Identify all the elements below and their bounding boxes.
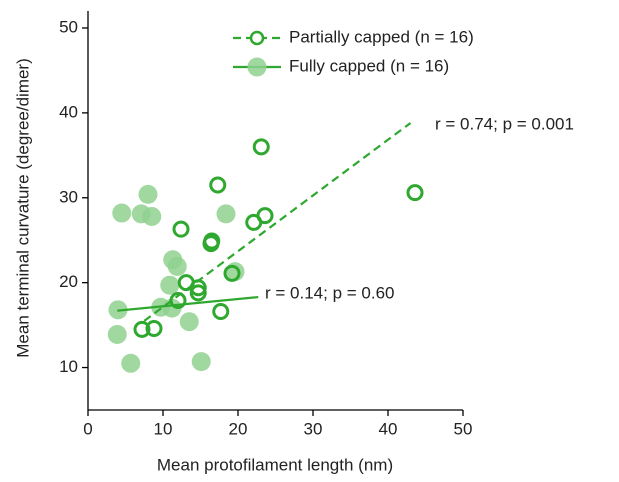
point (252, 138, 270, 156)
legend-label: Partially capped (n = 16) (289, 27, 474, 46)
fit-line (117, 295, 259, 312)
point (145, 320, 163, 338)
point (167, 257, 187, 277)
point (223, 264, 241, 282)
legend-marker (249, 30, 265, 46)
annotation: r = 0.74; p = 0.001 (435, 114, 574, 133)
annotation: r = 0.14; p = 0.60 (265, 283, 394, 302)
x-tick-label: 50 (454, 419, 473, 438)
point (142, 206, 162, 226)
point (191, 352, 211, 372)
y-tick-label: 50 (59, 17, 78, 36)
x-tick-label: 10 (154, 419, 173, 438)
fit-line (143, 122, 412, 322)
point (189, 284, 207, 302)
point (121, 353, 141, 373)
point (138, 184, 158, 204)
point (160, 275, 180, 295)
point (202, 235, 220, 253)
point (216, 204, 236, 224)
x-axis-label: Mean protofilament length (nm) (157, 455, 393, 474)
x-tick-label: 0 (83, 419, 92, 438)
point (172, 220, 190, 238)
point (212, 303, 230, 321)
legend-label: Fully capped (n = 16) (289, 56, 449, 75)
y-tick-label: 10 (59, 357, 78, 376)
point (179, 312, 199, 332)
y-tick-label: 40 (59, 102, 78, 121)
y-axis-label: Mean terminal curvature (degree/dimer) (13, 58, 32, 358)
x-tick-label: 20 (229, 419, 248, 438)
x-tick-label: 30 (304, 419, 323, 438)
point (112, 203, 132, 223)
point (133, 320, 151, 338)
y-tick-label: 30 (59, 187, 78, 206)
y-tick-label: 20 (59, 272, 78, 291)
point (245, 213, 263, 231)
point (107, 324, 127, 344)
x-tick-label: 40 (379, 419, 398, 438)
point (209, 176, 227, 194)
legend-marker (247, 57, 267, 77)
point (406, 184, 424, 202)
